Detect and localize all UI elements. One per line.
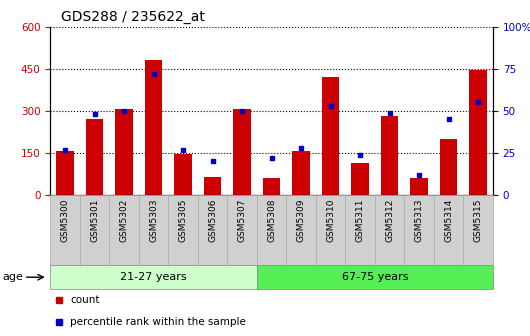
Bar xyxy=(56,152,74,195)
Text: GSM5301: GSM5301 xyxy=(90,198,99,242)
FancyBboxPatch shape xyxy=(50,265,257,289)
Text: GSM5315: GSM5315 xyxy=(474,198,483,242)
Bar xyxy=(145,60,163,195)
Bar xyxy=(469,70,487,195)
FancyBboxPatch shape xyxy=(80,195,109,265)
Bar xyxy=(440,139,457,195)
FancyBboxPatch shape xyxy=(404,195,434,265)
FancyBboxPatch shape xyxy=(375,195,404,265)
Bar xyxy=(233,110,251,195)
Text: GSM5307: GSM5307 xyxy=(237,198,246,242)
Text: 21-27 years: 21-27 years xyxy=(120,272,187,282)
FancyBboxPatch shape xyxy=(286,195,316,265)
FancyBboxPatch shape xyxy=(109,195,139,265)
Bar xyxy=(410,178,428,195)
Text: GSM5311: GSM5311 xyxy=(356,198,365,242)
FancyBboxPatch shape xyxy=(257,195,286,265)
Text: GSM5308: GSM5308 xyxy=(267,198,276,242)
Text: GSM5310: GSM5310 xyxy=(326,198,335,242)
FancyBboxPatch shape xyxy=(346,195,375,265)
FancyBboxPatch shape xyxy=(316,195,346,265)
Text: percentile rank within the sample: percentile rank within the sample xyxy=(70,317,246,327)
Text: GSM5314: GSM5314 xyxy=(444,198,453,242)
Text: GSM5312: GSM5312 xyxy=(385,198,394,242)
Bar xyxy=(351,163,369,195)
Bar xyxy=(381,117,399,195)
Text: age: age xyxy=(3,272,23,282)
FancyBboxPatch shape xyxy=(463,195,493,265)
FancyBboxPatch shape xyxy=(434,195,463,265)
Bar xyxy=(86,119,103,195)
Text: 67-75 years: 67-75 years xyxy=(342,272,408,282)
Text: GDS288 / 235622_at: GDS288 / 235622_at xyxy=(61,9,205,24)
Text: GSM5302: GSM5302 xyxy=(120,198,129,242)
Bar xyxy=(263,178,280,195)
FancyBboxPatch shape xyxy=(257,265,493,289)
FancyBboxPatch shape xyxy=(198,195,227,265)
FancyBboxPatch shape xyxy=(227,195,257,265)
FancyBboxPatch shape xyxy=(50,195,80,265)
Text: GSM5309: GSM5309 xyxy=(297,198,306,242)
Bar xyxy=(322,77,340,195)
Bar xyxy=(115,110,133,195)
Text: GSM5300: GSM5300 xyxy=(60,198,69,242)
FancyBboxPatch shape xyxy=(169,195,198,265)
Bar xyxy=(174,154,192,195)
Text: GSM5306: GSM5306 xyxy=(208,198,217,242)
Text: GSM5313: GSM5313 xyxy=(414,198,423,242)
Text: GSM5303: GSM5303 xyxy=(149,198,158,242)
Bar xyxy=(204,177,222,195)
Text: GSM5305: GSM5305 xyxy=(179,198,188,242)
Text: count: count xyxy=(70,295,100,305)
FancyBboxPatch shape xyxy=(139,195,169,265)
Bar xyxy=(292,152,310,195)
